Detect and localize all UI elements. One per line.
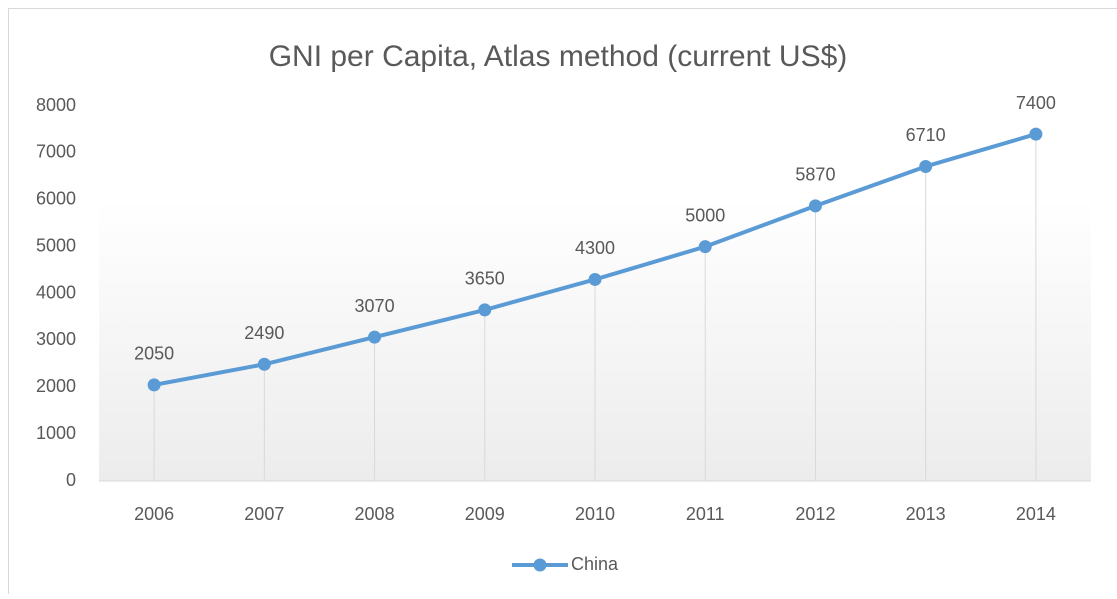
- x-tick-label: 2007: [244, 504, 284, 524]
- x-tick-label: 2009: [465, 504, 505, 524]
- data-label: 3650: [465, 269, 505, 289]
- data-label: 5870: [795, 165, 835, 185]
- x-tick-label: 2006: [134, 504, 174, 524]
- y-tick-label: 7000: [36, 142, 76, 162]
- marker: [919, 160, 932, 173]
- data-label: 4300: [575, 238, 615, 258]
- marker: [258, 358, 271, 371]
- y-tick-label: 1000: [36, 423, 76, 443]
- y-tick-label: 6000: [36, 189, 76, 209]
- legend-label: China: [571, 554, 619, 574]
- marker: [699, 240, 712, 253]
- marker: [148, 378, 161, 391]
- data-label: 3070: [355, 296, 395, 316]
- y-tick-label: 3000: [36, 329, 76, 349]
- x-tick-label: 2014: [1016, 504, 1056, 524]
- data-label: 7400: [1016, 93, 1056, 113]
- y-tick-label: 8000: [36, 95, 76, 115]
- y-tick-label: 4000: [36, 282, 76, 302]
- marker: [589, 273, 602, 286]
- legend-marker: [534, 559, 547, 572]
- data-label: 6710: [906, 125, 946, 145]
- x-tick-label: 2011: [686, 504, 725, 524]
- marker: [809, 199, 822, 212]
- marker: [1029, 128, 1042, 141]
- marker: [368, 331, 381, 344]
- x-tick-label: 2013: [906, 504, 946, 524]
- y-tick-label: 5000: [36, 235, 76, 255]
- y-tick-label: 2000: [36, 376, 76, 396]
- data-label: 5000: [685, 205, 725, 225]
- data-label: 2490: [244, 323, 284, 343]
- marker: [478, 303, 491, 316]
- x-tick-label: 2012: [795, 504, 835, 524]
- x-tick-label: 2010: [575, 504, 615, 524]
- y-tick-label: 0: [66, 470, 76, 490]
- chart-title: GNI per Capita, Atlas method (current US…: [269, 40, 848, 73]
- x-tick-label: 2008: [355, 504, 395, 524]
- data-label: 2050: [134, 344, 174, 364]
